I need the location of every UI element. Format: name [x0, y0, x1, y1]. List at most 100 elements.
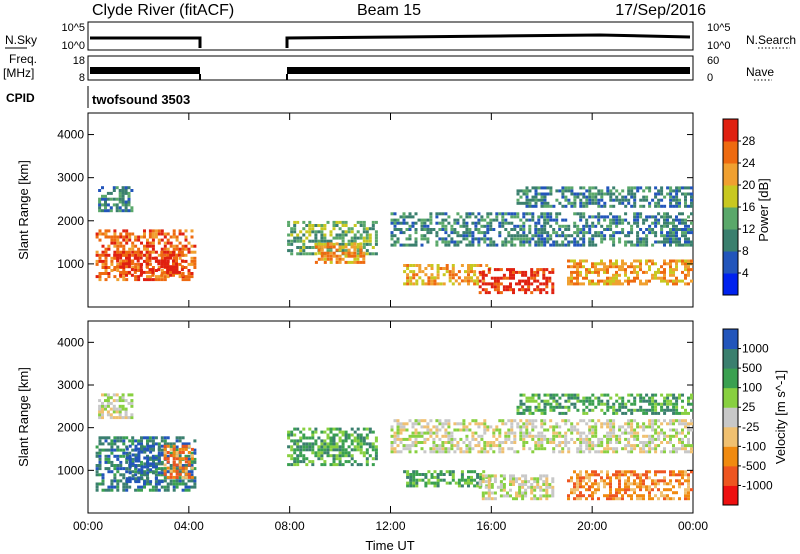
power-cell: [486, 215, 490, 219]
power-cell: [137, 278, 141, 282]
velocity-cell: [573, 485, 576, 489]
power-colorbar-swatch: [723, 163, 738, 186]
power-cell: [522, 221, 526, 225]
velocity-cell: [308, 427, 312, 431]
velocity-cell: [651, 422, 655, 426]
power-cell: [678, 189, 681, 193]
velocity-cell: [134, 439, 138, 443]
power-cell: [311, 230, 315, 234]
velocity-cell: [127, 416, 131, 420]
velocity-cell: [175, 439, 179, 443]
power-cell: [163, 250, 167, 254]
power-cell: [172, 253, 175, 257]
power-cell: [362, 220, 366, 224]
power-cell: [600, 195, 604, 199]
power-cell: [113, 244, 117, 248]
power-cell: [672, 282, 675, 286]
velocity-cell: [396, 437, 400, 441]
velocity-cell: [636, 422, 640, 426]
power-cell: [597, 282, 600, 286]
velocity-cell: [184, 488, 188, 492]
velocity-cell: [672, 428, 675, 432]
power-cell: [528, 231, 532, 235]
power-cell: [534, 228, 538, 231]
power-cell: [594, 186, 598, 190]
velocity-cell: [594, 422, 598, 426]
velocity-xtick-label: 04:00: [174, 519, 204, 533]
power-cell: [603, 228, 607, 231]
power-cell: [582, 282, 585, 286]
power-cell: [591, 282, 594, 286]
power-cell: [193, 250, 197, 254]
velocity-cell: [119, 467, 123, 471]
power-cell: [160, 229, 164, 233]
velocity-cell: [423, 437, 427, 441]
power-cell: [447, 243, 451, 247]
velocity-cell: [468, 447, 472, 451]
power-cell: [612, 237, 616, 241]
power-cell: [157, 241, 161, 245]
velocity-cell: [368, 427, 372, 431]
power-cell: [621, 218, 625, 222]
power-cell: [110, 256, 114, 260]
power-cell: [648, 186, 652, 190]
velocity-cell: [122, 454, 126, 458]
power-cell: [329, 251, 333, 255]
velocity-cell: [442, 473, 446, 476]
velocity-cell: [603, 482, 606, 486]
velocity-cell: [660, 450, 664, 454]
velocity-cell: [663, 470, 666, 474]
power-cell: [567, 186, 571, 190]
power-cell: [627, 234, 631, 238]
power-cell: [669, 231, 672, 235]
power-cell: [125, 235, 129, 239]
power-cell: [405, 221, 409, 225]
power-cell: [296, 233, 300, 237]
power-cell: [633, 270, 636, 274]
power-cell: [534, 198, 538, 202]
velocity-cell: [521, 474, 525, 478]
power-cell: [681, 259, 684, 263]
power-cell: [157, 268, 161, 272]
velocity-cell: [456, 447, 460, 451]
velocity-cell: [107, 470, 111, 474]
velocity-cell: [121, 399, 125, 403]
velocity-cell: [512, 474, 515, 478]
power-cell: [561, 231, 565, 235]
power-cell: [642, 204, 646, 208]
power-cell: [684, 259, 687, 263]
power-cell: [474, 237, 478, 241]
power-cell: [479, 264, 483, 267]
velocity-cell: [429, 447, 433, 451]
power-cell: [139, 253, 143, 257]
velocity-cell: [654, 419, 658, 423]
velocity-cell: [666, 408, 670, 412]
velocity-cell: [347, 451, 351, 455]
velocity-cell: [134, 453, 138, 457]
velocity-cell: [146, 444, 150, 448]
power-cell: [657, 240, 661, 244]
velocity-cell: [477, 441, 481, 444]
power-cell: [465, 215, 469, 219]
velocity-cell: [509, 494, 512, 498]
power-cell: [609, 195, 613, 199]
velocity-cell: [672, 402, 676, 406]
velocity-cell: [515, 494, 518, 498]
power-cell: [160, 238, 164, 242]
velocity-cell: [163, 476, 167, 480]
velocity-cell: [621, 411, 625, 415]
power-cell: [510, 212, 514, 216]
velocity-cell: [531, 425, 535, 429]
power-cell: [335, 224, 339, 227]
velocity-cell: [567, 497, 570, 501]
power-colorbar-swatch: [723, 229, 738, 252]
power-cell: [451, 264, 455, 267]
velocity-cell: [630, 447, 634, 451]
velocity-cell: [573, 441, 577, 444]
velocity-cell: [546, 441, 550, 444]
power-cell: [576, 268, 579, 272]
velocity-cell: [149, 456, 153, 460]
velocity-cell: [636, 473, 639, 477]
velocity-cell: [639, 476, 642, 480]
power-cell: [612, 234, 616, 238]
